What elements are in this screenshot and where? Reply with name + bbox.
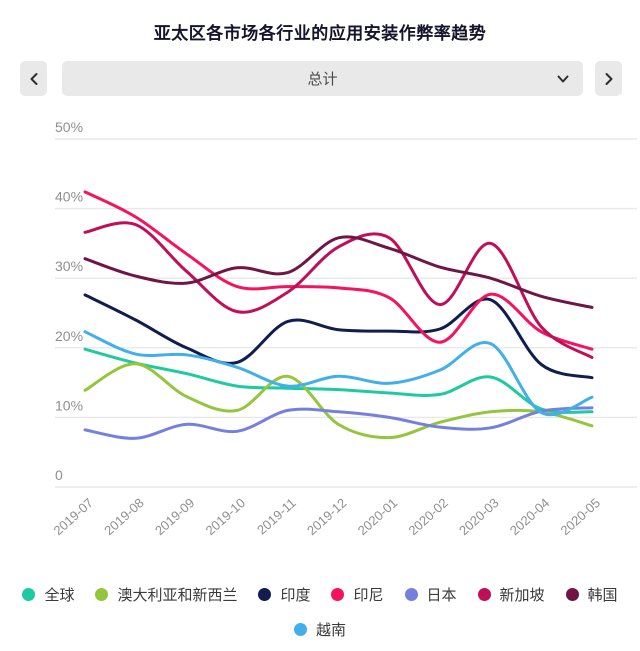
svg-text:2019-08: 2019-08 — [101, 495, 146, 538]
chevron-right-icon — [605, 72, 612, 85]
legend-item-1[interactable]: 澳大利亚和新西兰 — [95, 584, 237, 605]
svg-text:2019-07: 2019-07 — [51, 495, 96, 538]
legend-color-dot — [404, 587, 418, 601]
series-line-4 — [83, 406, 594, 440]
market-selector-controls: 总计 — [0, 61, 640, 96]
legend-color-dot — [22, 587, 36, 601]
x-axis-tick-label: 2019-07 — [51, 495, 96, 538]
legend-color-dot — [258, 587, 272, 601]
svg-text:2020-01: 2020-01 — [355, 495, 400, 538]
x-axis-tick-label: 2019-08 — [101, 495, 146, 538]
legend-label: 印度 — [280, 586, 311, 604]
y-axis-tick-label: 20% — [55, 328, 83, 344]
x-axis-tick-label: 2019-12 — [304, 495, 349, 538]
y-axis-tick-label: 40% — [55, 189, 83, 205]
x-axis-tick-label: 2019-09 — [152, 495, 197, 538]
x-axis-tick-label: 2019-10 — [203, 495, 248, 538]
legend-item-6[interactable]: 韩国 — [565, 584, 618, 605]
legend-item-5[interactable]: 新加坡 — [477, 584, 545, 605]
x-axis-tick-label: 2020-04 — [507, 495, 552, 538]
legend-label: 日本 — [426, 586, 457, 604]
legend-item-2[interactable]: 印度 — [258, 584, 310, 605]
x-axis-tick-label: 2020-03 — [456, 495, 501, 538]
x-axis-tick-label: 2019-11 — [254, 495, 299, 537]
legend-color-dot — [293, 622, 307, 636]
next-market-button[interactable] — [595, 61, 622, 96]
chevron-left-icon — [30, 72, 37, 85]
series-line-2 — [83, 293, 594, 380]
y-axis-tick-label: 10% — [55, 397, 83, 413]
legend-color-dot — [565, 587, 579, 601]
chart-title: 亚太区各市场各行业的应用安装作弊率趋势 — [153, 24, 487, 43]
legend-color-dot — [331, 587, 345, 601]
trend-line-chart: 010%20%30%40%50%2019-07 2019-08 2019-09 201… — [51, 119, 637, 538]
y-axis-tick-label: 0 — [55, 467, 63, 483]
svg-text:2019-11: 2019-11 — [254, 495, 299, 537]
series-line-3 — [83, 190, 594, 351]
market-dropdown-value: 总计 — [307, 71, 338, 88]
y-axis-tick-label: 50% — [55, 119, 83, 135]
series-line-6 — [83, 235, 594, 309]
svg-text:2019-09: 2019-09 — [152, 495, 197, 538]
svg-text:2020-05: 2020-05 — [558, 495, 603, 538]
legend-label: 韩国 — [587, 586, 618, 604]
legend-label: 全球 — [44, 586, 75, 604]
legend-label: 新加坡 — [499, 586, 545, 604]
legend-label: 越南 — [315, 621, 346, 639]
svg-text:2019-12: 2019-12 — [304, 495, 349, 538]
legend-item-0[interactable]: 全球 — [22, 584, 74, 605]
legend-row: 越南 — [0, 617, 640, 641]
series-line-1 — [83, 362, 594, 440]
svg-text:2020-03: 2020-03 — [456, 495, 501, 538]
legend-item-3[interactable]: 印尼 — [331, 584, 384, 605]
series-line-7 — [83, 330, 594, 417]
legend-row: 全球 澳大利亚和新西兰 印度 印尼 日本 新加坡 韩国 — [0, 582, 640, 606]
svg-text:2019-10: 2019-10 — [203, 495, 248, 538]
legend-label: 澳大利亚和新西兰 — [117, 586, 238, 604]
legend-item-7[interactable]: 越南 — [293, 619, 346, 640]
series-line-0 — [83, 347, 594, 414]
svg-text:2020-04: 2020-04 — [507, 495, 552, 538]
legend-label: 印尼 — [353, 586, 384, 604]
x-axis-tick-label: 2020-01 — [355, 495, 400, 538]
svg-text:2020-02: 2020-02 — [405, 495, 450, 538]
chevron-down-icon — [557, 75, 569, 83]
legend-item-4[interactable]: 日本 — [404, 584, 457, 605]
market-dropdown[interactable]: 总计 — [62, 61, 583, 96]
y-axis-tick-label: 30% — [55, 258, 83, 274]
series-line-5 — [83, 221, 594, 359]
legend-color-dot — [477, 587, 491, 601]
x-axis-tick-label: 2020-02 — [405, 495, 450, 538]
x-axis-tick-label: 2020-05 — [558, 495, 603, 538]
chart-legend: 全球 澳大利亚和新西兰 印度 印尼 日本 新加坡 韩国越南 — [0, 582, 640, 641]
legend-color-dot — [95, 587, 109, 601]
prev-market-button[interactable] — [20, 61, 47, 96]
